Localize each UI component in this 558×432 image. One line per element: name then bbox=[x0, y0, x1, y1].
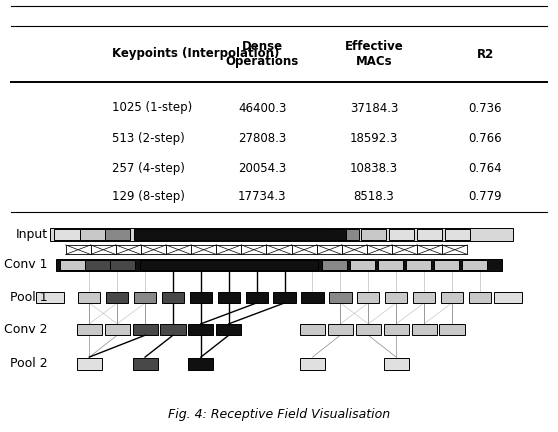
Bar bbox=[162, 292, 184, 303]
Text: 0.764: 0.764 bbox=[469, 162, 502, 175]
Bar bbox=[434, 260, 459, 270]
Bar bbox=[133, 358, 157, 370]
Bar bbox=[291, 245, 317, 254]
Text: 20054.3: 20054.3 bbox=[238, 162, 286, 175]
Text: Effective
MACs: Effective MACs bbox=[344, 40, 403, 68]
Bar bbox=[389, 229, 414, 240]
Bar bbox=[85, 260, 110, 270]
Text: Fig. 4: Receptive Field Visualisation: Fig. 4: Receptive Field Visualisation bbox=[168, 408, 390, 421]
Bar bbox=[133, 324, 157, 335]
Bar bbox=[36, 292, 64, 303]
Bar bbox=[411, 324, 436, 335]
Bar bbox=[134, 229, 346, 240]
Text: 257 (4-step): 257 (4-step) bbox=[112, 162, 185, 175]
Bar bbox=[141, 245, 166, 254]
Bar bbox=[384, 358, 408, 370]
Bar bbox=[78, 292, 100, 303]
Bar bbox=[217, 245, 241, 254]
Text: 0.766: 0.766 bbox=[469, 132, 502, 145]
Bar bbox=[392, 245, 417, 254]
Bar bbox=[445, 229, 470, 240]
Bar bbox=[106, 292, 128, 303]
Bar bbox=[357, 292, 379, 303]
Bar bbox=[440, 324, 464, 335]
Bar bbox=[334, 229, 359, 240]
Bar bbox=[76, 324, 102, 335]
Bar bbox=[267, 245, 291, 254]
Text: 1025 (1-step): 1025 (1-step) bbox=[112, 102, 192, 114]
Bar bbox=[79, 229, 105, 240]
Bar bbox=[494, 292, 522, 303]
Text: 10838.3: 10838.3 bbox=[350, 162, 398, 175]
Bar bbox=[350, 260, 375, 270]
Bar bbox=[56, 259, 502, 270]
Bar bbox=[417, 245, 442, 254]
Text: 18592.3: 18592.3 bbox=[350, 132, 398, 145]
Text: 46400.3: 46400.3 bbox=[238, 102, 286, 114]
Bar bbox=[462, 260, 487, 270]
Text: 0.779: 0.779 bbox=[469, 190, 502, 203]
Bar bbox=[188, 324, 213, 335]
Bar bbox=[442, 245, 468, 254]
Bar bbox=[273, 292, 296, 303]
Bar bbox=[301, 292, 324, 303]
Text: 8518.3: 8518.3 bbox=[353, 190, 395, 203]
Bar bbox=[341, 245, 367, 254]
Bar bbox=[356, 324, 381, 335]
Bar bbox=[55, 229, 79, 240]
Bar bbox=[385, 292, 407, 303]
Bar bbox=[323, 260, 347, 270]
Bar bbox=[362, 229, 386, 240]
Bar bbox=[300, 358, 325, 370]
Text: Keypoints (Interpolation): Keypoints (Interpolation) bbox=[112, 48, 279, 60]
Text: Dense
Operations: Dense Operations bbox=[225, 40, 299, 68]
Text: Pool 2: Pool 2 bbox=[10, 357, 47, 370]
Bar bbox=[134, 292, 156, 303]
Text: 129 (8-step): 129 (8-step) bbox=[112, 190, 185, 203]
Bar bbox=[50, 228, 513, 241]
Text: R2: R2 bbox=[477, 48, 494, 60]
Bar bbox=[66, 245, 90, 254]
Bar bbox=[441, 292, 463, 303]
Bar bbox=[413, 292, 435, 303]
Bar bbox=[166, 245, 191, 254]
Text: Conv 1: Conv 1 bbox=[4, 258, 47, 271]
Bar bbox=[329, 292, 352, 303]
Text: 27808.3: 27808.3 bbox=[238, 132, 286, 145]
Text: 37184.3: 37184.3 bbox=[350, 102, 398, 114]
Bar bbox=[217, 324, 241, 335]
Bar bbox=[300, 324, 325, 335]
Bar bbox=[191, 245, 217, 254]
Bar bbox=[417, 229, 442, 240]
Text: 0.736: 0.736 bbox=[469, 102, 502, 114]
Bar bbox=[384, 324, 408, 335]
Bar bbox=[241, 245, 267, 254]
Bar bbox=[105, 324, 129, 335]
Text: 17734.3: 17734.3 bbox=[238, 190, 286, 203]
Text: 513 (2-step): 513 (2-step) bbox=[112, 132, 184, 145]
Text: Pool 1: Pool 1 bbox=[10, 291, 47, 304]
Bar bbox=[367, 245, 392, 254]
Text: Input: Input bbox=[15, 228, 47, 241]
Bar bbox=[60, 260, 85, 270]
Bar bbox=[317, 245, 341, 254]
Text: Conv 2: Conv 2 bbox=[4, 323, 47, 336]
Bar bbox=[105, 229, 129, 240]
Bar bbox=[378, 260, 403, 270]
Bar bbox=[140, 260, 318, 270]
Bar bbox=[246, 292, 268, 303]
Bar bbox=[188, 358, 213, 370]
Bar bbox=[469, 292, 491, 303]
Bar bbox=[110, 260, 135, 270]
Bar bbox=[90, 245, 116, 254]
Bar bbox=[116, 245, 141, 254]
Bar bbox=[76, 358, 102, 370]
Bar bbox=[218, 292, 240, 303]
Bar bbox=[328, 324, 353, 335]
Bar bbox=[190, 292, 212, 303]
Bar bbox=[161, 324, 185, 335]
Bar bbox=[406, 260, 431, 270]
